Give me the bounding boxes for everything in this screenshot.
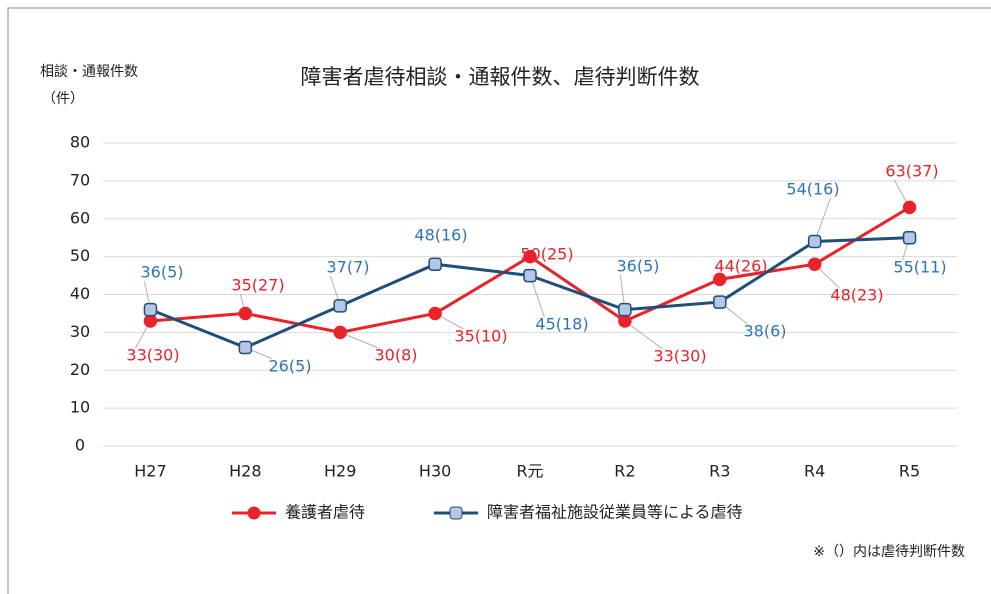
marker [713, 295, 727, 309]
y-tick-label: 50 [70, 246, 90, 265]
leader-line [624, 320, 663, 350]
y-tick-label: 20 [70, 360, 90, 379]
marker [333, 299, 347, 313]
data-label: 54(16) [786, 180, 839, 199]
data-label: 36(5) [140, 263, 183, 282]
marker [902, 230, 917, 245]
x-tick-label: R3 [709, 462, 730, 481]
y-tick-label: 80 [70, 133, 90, 152]
marker [143, 314, 158, 328]
data-label: 38(6) [743, 322, 786, 341]
marker [238, 340, 253, 355]
legend-label: 養護者虐待 [285, 503, 365, 522]
data-label: 37(7) [326, 258, 369, 277]
data-label: 55(11) [893, 258, 946, 277]
marker [428, 306, 442, 321]
leader-line [814, 197, 832, 242]
marker [523, 249, 537, 264]
x-tick-label: R4 [804, 462, 825, 481]
note: ※（）内は虐待判断件数 [813, 544, 965, 560]
y-tick-label: 60 [70, 208, 90, 227]
data-label: 48(23) [830, 286, 883, 305]
y-tick-label: 40 [70, 284, 90, 303]
y-axis-label: 相談・通報件数 [40, 64, 138, 80]
chart-title: 障害者虐待相談・通報件数、虐待判断件数 [301, 65, 700, 89]
marker [713, 272, 727, 287]
y-tick-label: 0 [75, 436, 85, 455]
x-tick-label: H30 [419, 462, 451, 481]
y-tick-label: 30 [70, 322, 90, 341]
x-tick-label: R5 [899, 462, 920, 481]
y-tick-label: 10 [70, 398, 90, 417]
x-tick-label: H27 [134, 462, 166, 481]
data-label: 30(8) [374, 346, 417, 365]
marker [238, 306, 253, 321]
x-tick-label: R2 [614, 462, 635, 481]
data-label: 35(27) [231, 276, 284, 295]
frame [7, 7, 991, 594]
legend-label: 障害者福祉施設従業員等による虐待 [487, 503, 743, 522]
data-label: 44(26) [714, 257, 767, 276]
marker [807, 234, 822, 249]
legend-marker [247, 506, 261, 520]
y-tick-label: 70 [70, 170, 90, 189]
data-label: 50(25) [520, 245, 573, 264]
marker [618, 314, 632, 328]
data-label: 35(10) [454, 327, 507, 346]
marker [428, 257, 442, 271]
data-label: 45(18) [535, 315, 588, 334]
leader-line [529, 275, 545, 318]
data-label: 33(30) [126, 346, 179, 365]
leader-line [340, 331, 379, 349]
y-axis-label: （件） [42, 91, 84, 107]
x-tick-label: R元 [516, 462, 543, 481]
marker [523, 268, 537, 283]
data-label: 33(30) [653, 347, 706, 366]
marker [143, 302, 158, 317]
data-label: 63(37) [885, 162, 938, 181]
marker [902, 200, 917, 215]
data-label: 48(16) [414, 226, 467, 245]
legend-marker [449, 506, 463, 520]
x-tick-label: H29 [324, 462, 356, 481]
x-tick-label: H28 [229, 462, 261, 481]
marker [807, 257, 822, 271]
data-label: 36(5) [616, 257, 659, 276]
data-label: 26(5) [268, 357, 311, 376]
marker [333, 325, 347, 340]
marker [618, 302, 632, 317]
